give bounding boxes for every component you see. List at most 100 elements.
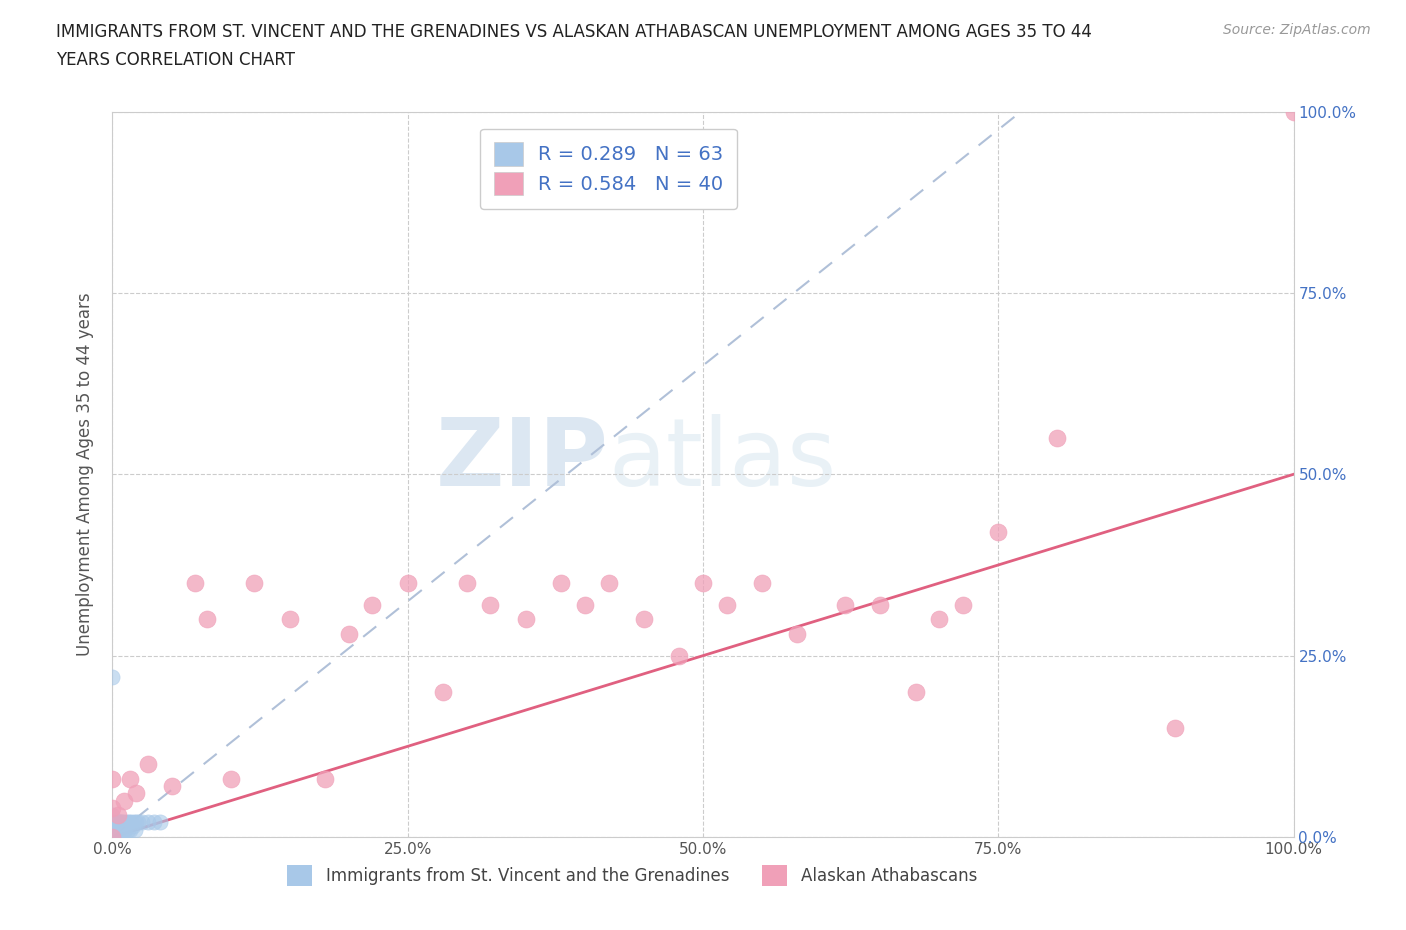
Point	[101, 830, 124, 844]
Point	[105, 822, 128, 837]
Point	[122, 815, 145, 830]
Point	[149, 815, 172, 830]
Point	[598, 576, 620, 591]
Point	[107, 818, 129, 833]
Point	[786, 627, 808, 642]
Point	[633, 612, 655, 627]
Point	[112, 822, 135, 837]
Point	[337, 627, 360, 642]
Point	[668, 648, 690, 663]
Point	[716, 597, 738, 612]
Point	[142, 815, 165, 830]
Point	[574, 597, 596, 612]
Point	[107, 808, 129, 823]
Point	[869, 597, 891, 612]
Point	[101, 830, 124, 844]
Point	[105, 822, 128, 837]
Point	[432, 684, 454, 699]
Point	[124, 822, 146, 837]
Point	[1164, 721, 1187, 736]
Text: YEARS CORRELATION CHART: YEARS CORRELATION CHART	[56, 51, 295, 69]
Point	[101, 830, 124, 844]
Point	[117, 822, 139, 837]
Point	[101, 801, 124, 816]
Point	[105, 818, 128, 833]
Point	[120, 772, 142, 787]
Point	[125, 786, 148, 801]
Point	[195, 612, 218, 627]
Point	[101, 818, 124, 833]
Point	[101, 822, 124, 837]
Point	[101, 830, 124, 844]
Y-axis label: Unemployment Among Ages 35 to 44 years: Unemployment Among Ages 35 to 44 years	[76, 293, 94, 656]
Point	[1046, 431, 1069, 445]
Point	[834, 597, 856, 612]
Point	[101, 815, 124, 830]
Point	[101, 824, 124, 839]
Point	[101, 830, 124, 844]
Text: ZIP: ZIP	[436, 414, 609, 506]
Point	[101, 830, 124, 844]
Point	[107, 822, 129, 837]
Point	[101, 808, 124, 823]
Point	[314, 772, 336, 787]
Point	[101, 830, 124, 844]
Point	[101, 830, 124, 844]
Point	[101, 826, 124, 841]
Point	[101, 822, 124, 837]
Point	[120, 815, 142, 830]
Point	[136, 815, 159, 830]
Point	[1282, 104, 1305, 119]
Point	[101, 815, 124, 830]
Point	[184, 576, 207, 591]
Point	[101, 830, 124, 844]
Point	[219, 772, 242, 787]
Point	[125, 815, 148, 830]
Point	[928, 612, 950, 627]
Point	[101, 772, 124, 787]
Point	[120, 822, 142, 837]
Point	[131, 815, 153, 830]
Point	[101, 830, 124, 844]
Point	[112, 793, 135, 808]
Point	[396, 576, 419, 591]
Point	[101, 830, 124, 844]
Legend: Immigrants from St. Vincent and the Grenadines, Alaskan Athabascans: Immigrants from St. Vincent and the Gren…	[278, 857, 986, 894]
Point	[104, 822, 127, 837]
Point	[101, 830, 124, 844]
Point	[456, 576, 478, 591]
Point	[111, 815, 134, 830]
Point	[101, 830, 124, 844]
Point	[101, 830, 124, 844]
Point	[110, 815, 132, 830]
Point	[751, 576, 773, 591]
Point	[107, 815, 129, 830]
Point	[278, 612, 301, 627]
Point	[952, 597, 974, 612]
Point	[101, 830, 124, 844]
Point	[101, 830, 124, 844]
Text: IMMIGRANTS FROM ST. VINCENT AND THE GRENADINES VS ALASKAN ATHABASCAN UNEMPLOYMEN: IMMIGRANTS FROM ST. VINCENT AND THE GREN…	[56, 23, 1092, 41]
Point	[127, 815, 149, 830]
Point	[114, 822, 136, 837]
Point	[101, 830, 124, 844]
Point	[108, 815, 131, 830]
Point	[987, 525, 1010, 539]
Point	[243, 576, 266, 591]
Point	[112, 818, 135, 833]
Point	[101, 830, 124, 844]
Point	[361, 597, 384, 612]
Point	[118, 815, 141, 830]
Point	[515, 612, 537, 627]
Point	[101, 821, 124, 836]
Text: atlas: atlas	[609, 414, 837, 506]
Point	[101, 830, 124, 844]
Point	[479, 597, 502, 612]
Point	[112, 822, 135, 837]
Point	[112, 815, 135, 830]
Point	[160, 778, 183, 793]
Point	[101, 830, 124, 844]
Point	[110, 822, 132, 837]
Point	[136, 757, 159, 772]
Point	[115, 815, 138, 830]
